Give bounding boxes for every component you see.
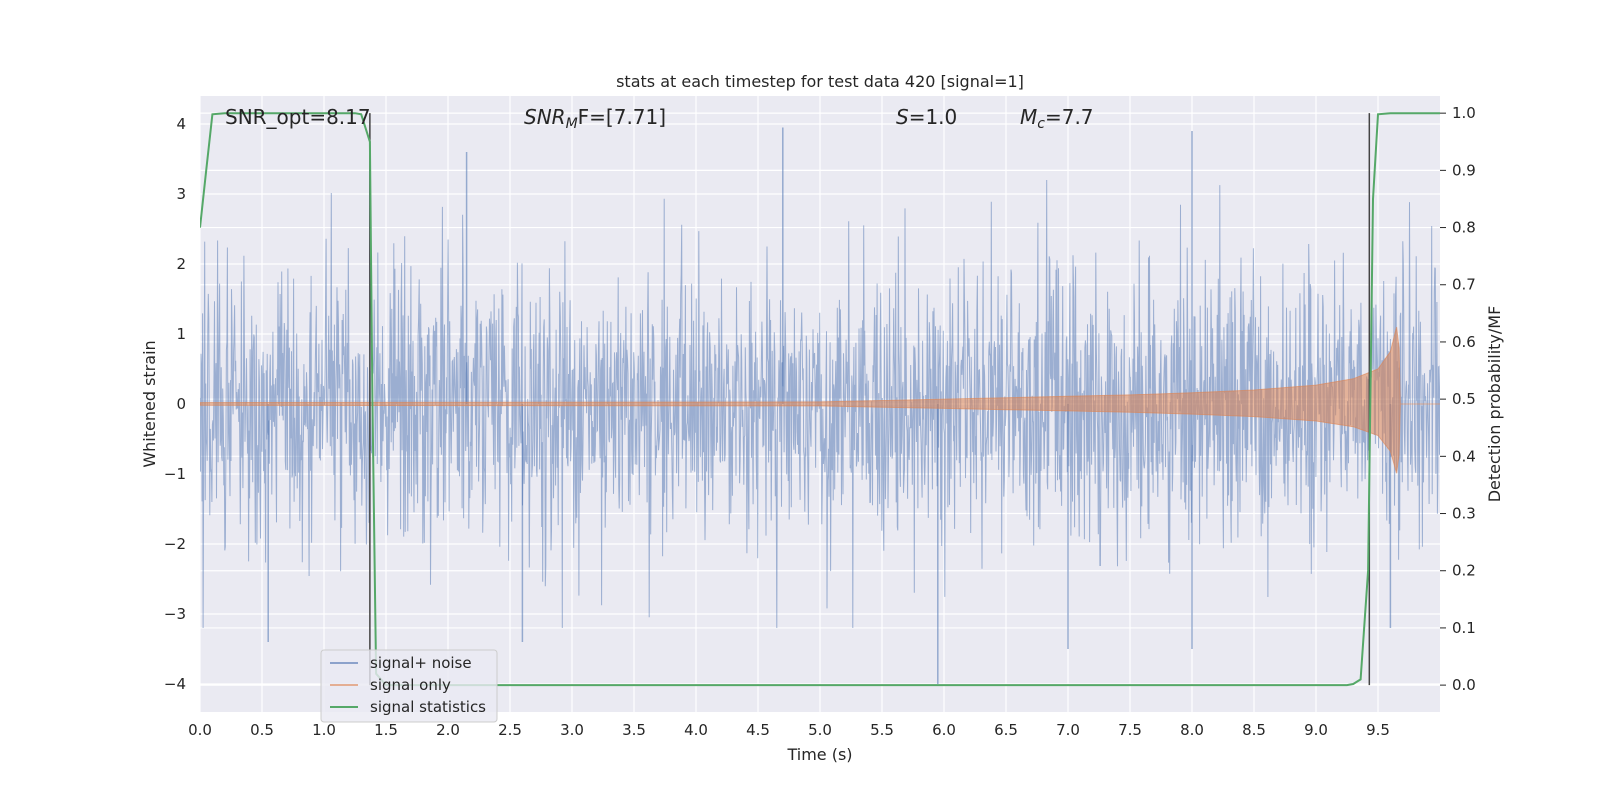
y-tick-label: 2 <box>176 255 186 273</box>
y2-tick-label: 0.4 <box>1452 447 1476 465</box>
x-axis-ticks: 0.0 0.5 1.0 1.5 2.0 2.5 3.0 3.5 4.0 4.5 5.0 5.5 6.0 6… <box>188 721 1390 739</box>
legend-label-signal-statistics: signal statistics <box>370 698 486 716</box>
annotation-snr-mf-sub: M <box>566 116 578 132</box>
x-tick-label: 5.0 <box>808 721 832 739</box>
x-tick-label: 1.0 <box>312 721 336 739</box>
legend-box <box>320 649 498 723</box>
y-tick-label: −1 <box>164 465 186 483</box>
annotation-s: S=1.0 <box>896 105 957 129</box>
annotation-mc-main: M <box>1020 105 1037 129</box>
y-tick-label: −3 <box>164 605 186 623</box>
x-tick-label: 2.5 <box>498 721 522 739</box>
legend: signal+ noise signal only signal statist… <box>320 649 498 723</box>
y2-tick-label: 0.9 <box>1452 161 1476 179</box>
legend-label-signal-noise: signal+ noise <box>370 654 472 672</box>
x-tick-label: 1.5 <box>374 721 398 739</box>
y2-tick-label: 0.2 <box>1452 562 1476 580</box>
y2-tick-label: 0.7 <box>1452 276 1476 294</box>
annotation-s-rest: =1.0 <box>909 105 958 129</box>
y-tick-label: 4 <box>176 115 186 133</box>
annotation-mc: Mc=7.7 <box>1020 105 1094 132</box>
y-tick-label: −4 <box>164 675 186 693</box>
chart-title: stats at each timestep for test data 420… <box>616 72 1024 91</box>
x-tick-label: 7.0 <box>1056 721 1080 739</box>
y2-tick-label: 0.5 <box>1452 390 1476 408</box>
x-tick-label: 3.5 <box>622 721 646 739</box>
y-tick-label: 3 <box>176 185 186 203</box>
x-tick-label: 0.0 <box>188 721 212 739</box>
x-tick-label: 3.0 <box>560 721 584 739</box>
signal-only-envelope <box>200 326 1440 474</box>
annotation-snr-mf-main: SNR <box>524 105 566 129</box>
annotation-snr-mf-rest: F=[7.71] <box>578 105 666 129</box>
y2-axis-ticks: 1.0 0.9 0.8 0.7 0.6 0.5 0.4 0.3 0.2 0.1 0.0 <box>1440 104 1476 694</box>
y2-axis-label: Detection probability/MF <box>1485 306 1504 503</box>
annotation-mc-rest: =7.7 <box>1045 105 1094 129</box>
x-tick-label: 6.5 <box>994 721 1018 739</box>
y2-tick-label: 0.3 <box>1452 505 1476 523</box>
y-axis-ticks: 4 3 2 1 0 −1 −2 −3 −4 <box>164 115 186 693</box>
y-axis-label: Whitened strain <box>140 340 159 467</box>
x-tick-label: 8.5 <box>1242 721 1266 739</box>
annotation-mc-sub: c <box>1037 116 1045 132</box>
series-signal-only <box>200 326 1440 474</box>
x-tick-label: 5.5 <box>870 721 894 739</box>
annotation-s-main: S <box>896 105 909 129</box>
x-tick-label: 7.5 <box>1118 721 1142 739</box>
y2-tick-label: 0.0 <box>1452 676 1476 694</box>
y2-tick-label: 1.0 <box>1452 104 1476 122</box>
y2-tick-label: 0.1 <box>1452 619 1476 637</box>
y2-tick-label: 0.8 <box>1452 219 1476 237</box>
x-tick-label: 9.5 <box>1366 721 1390 739</box>
x-tick-label: 9.0 <box>1304 721 1328 739</box>
annotation-snr-mf: SNRMF=[7.71] <box>524 105 666 132</box>
x-tick-label: 4.0 <box>684 721 708 739</box>
x-tick-label: 6.0 <box>932 721 956 739</box>
legend-label-signal-only: signal only <box>370 676 451 694</box>
x-tick-label: 0.5 <box>250 721 274 739</box>
y-tick-label: 0 <box>176 395 186 413</box>
y-tick-label: 1 <box>176 325 186 343</box>
annotation-snr-opt: SNR_opt=8.17 <box>225 105 371 129</box>
y2-tick-label: 0.6 <box>1452 333 1476 351</box>
x-tick-label: 2.0 <box>436 721 460 739</box>
x-tick-label: 4.5 <box>746 721 770 739</box>
signal-noise-trace <box>200 179 1440 629</box>
x-tick-label: 8.0 <box>1180 721 1204 739</box>
y-tick-label: −2 <box>164 535 186 553</box>
x-axis-label: Time (s) <box>786 745 852 764</box>
